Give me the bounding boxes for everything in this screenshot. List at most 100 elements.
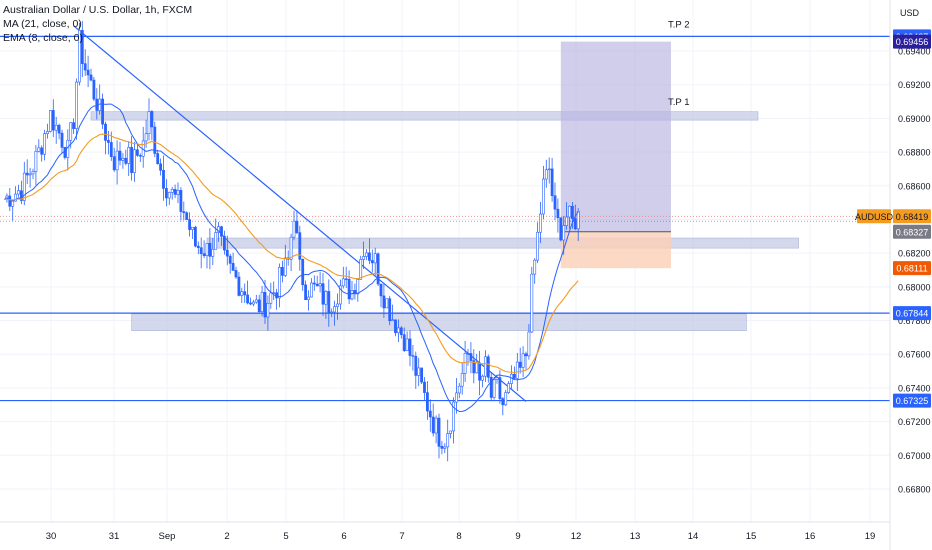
candle-body — [179, 190, 183, 212]
x-tick-label: 7 — [399, 531, 404, 542]
candle-body — [165, 188, 168, 199]
candle-body — [249, 302, 252, 305]
candle-body — [382, 295, 386, 309]
candle-body — [338, 285, 342, 305]
ma-legend[interactable]: MA (21, close, 0) — [3, 18, 82, 30]
descending-trendline[interactable] — [73, 25, 527, 402]
candle-body — [475, 362, 479, 374]
candle-body — [95, 98, 99, 111]
candle-body — [518, 361, 522, 368]
candle-body — [301, 259, 305, 286]
candle-body — [460, 373, 464, 387]
candle-body — [541, 178, 545, 215]
candle-body — [507, 383, 511, 393]
candle-body — [112, 156, 116, 171]
candle-body — [243, 291, 247, 296]
x-tick-label: 6 — [341, 531, 346, 542]
candle-body — [498, 377, 502, 399]
candle-body — [530, 273, 534, 333]
candle-body — [385, 298, 389, 309]
candle-body — [431, 416, 435, 434]
trendline[interactable] — [73, 25, 527, 402]
candle-body — [463, 353, 467, 374]
long-position-tool[interactable]: T.P 2 T.P 1 — [560, 19, 690, 269]
candle-body — [309, 282, 313, 298]
ema-legend[interactable]: EMA (8, close, 0) — [3, 32, 83, 44]
candle-body — [246, 294, 250, 304]
support-zone[interactable] — [131, 313, 747, 331]
candle-body — [19, 190, 23, 201]
x-tick-label: 16 — [805, 531, 816, 542]
candle-body — [562, 225, 566, 241]
currency-label: USD — [900, 8, 920, 18]
candle-body — [570, 205, 574, 219]
horizontal-levels[interactable] — [0, 35, 890, 402]
stop-zone[interactable] — [560, 231, 671, 269]
tag-level-3: 0.67325 — [896, 396, 929, 406]
tag-symbol-bg — [857, 209, 891, 224]
candle-body — [43, 133, 47, 155]
tag-stop-bg — [893, 261, 931, 276]
candle-body — [220, 226, 223, 237]
candle-body — [283, 257, 287, 276]
candle-body — [527, 331, 531, 357]
x-tick-label: 9 — [515, 531, 520, 542]
candle-body — [51, 110, 55, 131]
candle-body — [289, 236, 293, 260]
y-tick-label: 0.69400 — [898, 47, 931, 57]
candle-body — [92, 79, 96, 100]
candle-body — [565, 216, 569, 226]
candle-body — [533, 259, 537, 275]
candle-body — [234, 270, 238, 278]
y-tick-label: 0.68000 — [898, 282, 931, 292]
x-tick-label: Sep — [159, 531, 176, 542]
candle-body — [304, 284, 308, 300]
candle-body — [553, 195, 557, 210]
candle-body — [414, 355, 418, 376]
y-tick-label: 0.67000 — [898, 451, 931, 461]
candle-body — [356, 279, 360, 295]
x-tick-label: 8 — [456, 531, 461, 542]
x-tick-label: 14 — [688, 531, 699, 542]
candles — [5, 20, 580, 462]
candle-body — [292, 220, 296, 238]
candle-body — [60, 132, 64, 148]
chart-legend: Australian Dollar / U.S. Dollar, 1h, FXC… — [3, 3, 192, 45]
candle-body — [196, 245, 200, 248]
candle-body — [350, 290, 354, 300]
candle-body — [156, 153, 160, 165]
support-resistance-zones — [90, 111, 799, 331]
y-tick-label: 0.68800 — [898, 148, 931, 158]
candle-body — [478, 362, 482, 381]
candle-body — [138, 155, 142, 157]
candle-body — [365, 252, 368, 257]
x-tick-label: 30 — [46, 531, 57, 542]
candle-body — [388, 298, 392, 322]
support-zone[interactable] — [206, 237, 799, 249]
candle-body — [556, 208, 560, 219]
symbol-title[interactable]: Australian Dollar / U.S. Dollar, 1h, FXC… — [3, 4, 193, 16]
candle-body — [124, 157, 128, 164]
candle-body — [330, 311, 334, 314]
candle-body — [440, 446, 444, 449]
target-zone[interactable] — [560, 41, 671, 232]
support-zone[interactable] — [90, 111, 759, 121]
candle-body — [521, 353, 525, 368]
candle-body — [341, 278, 345, 287]
ema-line-path — [3, 133, 579, 374]
y-tick-label: 0.67400 — [898, 383, 931, 393]
candle-body — [199, 247, 203, 254]
candle-body — [72, 122, 76, 129]
candle-body — [80, 30, 84, 64]
candle-body — [321, 283, 325, 305]
candle-body — [359, 259, 363, 280]
candle-body — [275, 292, 279, 299]
y-tick-label: 0.69200 — [898, 80, 931, 90]
y-tick-label: 0.67600 — [898, 350, 931, 360]
candle-body — [568, 205, 571, 218]
candle-body — [324, 291, 328, 305]
candle-body — [182, 211, 186, 214]
